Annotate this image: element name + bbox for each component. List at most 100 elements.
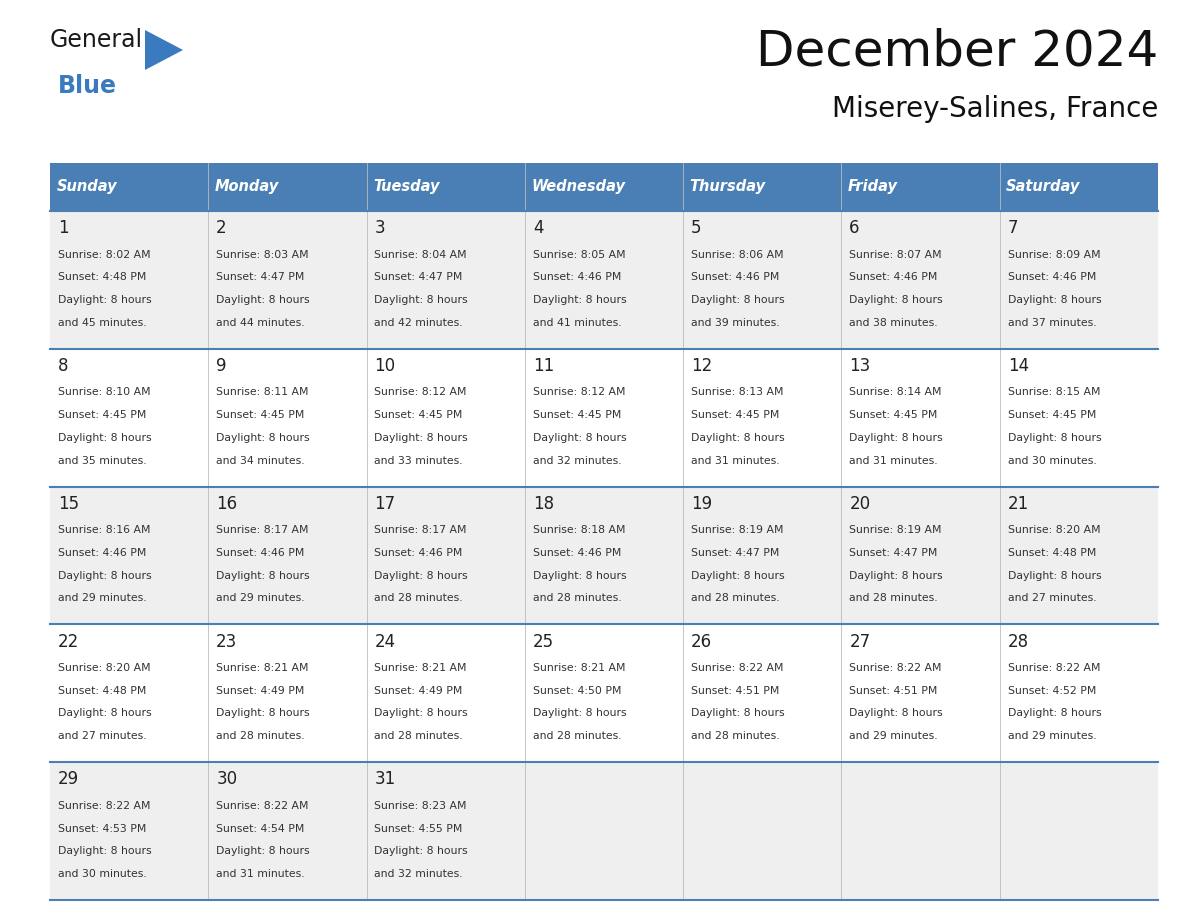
Text: Sunset: 4:45 PM: Sunset: 4:45 PM [1007, 410, 1097, 420]
Text: Daylight: 8 hours: Daylight: 8 hours [691, 433, 785, 442]
Text: Sunrise: 8:22 AM: Sunrise: 8:22 AM [691, 663, 784, 673]
Text: 12: 12 [691, 357, 713, 375]
Text: and 28 minutes.: and 28 minutes. [691, 593, 779, 603]
Text: Sunrise: 8:10 AM: Sunrise: 8:10 AM [58, 387, 151, 397]
Bar [50, 487, 1158, 624]
Text: Sunrise: 8:02 AM: Sunrise: 8:02 AM [58, 250, 151, 260]
Text: Sunset: 4:45 PM: Sunset: 4:45 PM [374, 410, 463, 420]
Bar [50, 349, 1158, 487]
Text: Sunset: 4:45 PM: Sunset: 4:45 PM [58, 410, 146, 420]
Text: 22: 22 [58, 633, 80, 651]
Text: 27: 27 [849, 633, 871, 651]
Text: and 28 minutes.: and 28 minutes. [374, 732, 463, 741]
Text: and 29 minutes.: and 29 minutes. [1007, 732, 1097, 741]
Text: Sunrise: 8:21 AM: Sunrise: 8:21 AM [216, 663, 309, 673]
Text: 19: 19 [691, 495, 712, 513]
Text: Daylight: 8 hours: Daylight: 8 hours [374, 571, 468, 581]
Text: Sunset: 4:49 PM: Sunset: 4:49 PM [374, 686, 463, 696]
Text: Monday: Monday [215, 180, 279, 195]
Text: Sunrise: 8:22 AM: Sunrise: 8:22 AM [216, 800, 309, 811]
Text: 20: 20 [849, 495, 871, 513]
Text: Friday: Friday [848, 180, 898, 195]
Text: Saturday: Saturday [1006, 180, 1080, 195]
Text: Daylight: 8 hours: Daylight: 8 hours [532, 295, 626, 305]
Text: Daylight: 8 hours: Daylight: 8 hours [216, 571, 310, 581]
Text: and 29 minutes.: and 29 minutes. [849, 732, 939, 741]
Bar [50, 163, 208, 211]
Bar [208, 163, 367, 211]
Text: and 28 minutes.: and 28 minutes. [374, 593, 463, 603]
Text: Daylight: 8 hours: Daylight: 8 hours [374, 433, 468, 442]
Text: 6: 6 [849, 219, 860, 237]
Text: Daylight: 8 hours: Daylight: 8 hours [1007, 571, 1101, 581]
Polygon shape [145, 30, 183, 70]
Text: 29: 29 [58, 770, 80, 789]
Text: and 31 minutes.: and 31 minutes. [849, 455, 939, 465]
Text: and 29 minutes.: and 29 minutes. [216, 593, 305, 603]
Text: Sunset: 4:47 PM: Sunset: 4:47 PM [374, 273, 463, 283]
Text: Daylight: 8 hours: Daylight: 8 hours [58, 433, 152, 442]
Text: Sunday: Sunday [56, 180, 116, 195]
Text: Sunset: 4:55 PM: Sunset: 4:55 PM [374, 823, 463, 834]
Text: Daylight: 8 hours: Daylight: 8 hours [849, 571, 943, 581]
Text: and 37 minutes.: and 37 minutes. [1007, 318, 1097, 328]
Text: Wednesday: Wednesday [531, 180, 625, 195]
Text: Sunset: 4:51 PM: Sunset: 4:51 PM [691, 686, 779, 696]
Text: Sunrise: 8:20 AM: Sunrise: 8:20 AM [58, 663, 151, 673]
Text: and 39 minutes.: and 39 minutes. [691, 318, 779, 328]
Text: and 35 minutes.: and 35 minutes. [58, 455, 146, 465]
Text: General: General [50, 28, 143, 52]
Text: Sunset: 4:45 PM: Sunset: 4:45 PM [691, 410, 779, 420]
Text: and 44 minutes.: and 44 minutes. [216, 318, 305, 328]
Text: Sunrise: 8:17 AM: Sunrise: 8:17 AM [216, 525, 309, 535]
Text: 14: 14 [1007, 357, 1029, 375]
Text: and 29 minutes.: and 29 minutes. [58, 593, 146, 603]
Text: Sunset: 4:47 PM: Sunset: 4:47 PM [691, 548, 779, 558]
Text: Sunrise: 8:15 AM: Sunrise: 8:15 AM [1007, 387, 1100, 397]
Text: Sunset: 4:47 PM: Sunset: 4:47 PM [216, 273, 304, 283]
Bar [1000, 163, 1158, 211]
Text: and 41 minutes.: and 41 minutes. [532, 318, 621, 328]
Text: Sunset: 4:46 PM: Sunset: 4:46 PM [216, 548, 304, 558]
Text: and 28 minutes.: and 28 minutes. [216, 732, 305, 741]
Text: Daylight: 8 hours: Daylight: 8 hours [374, 295, 468, 305]
Text: Sunset: 4:46 PM: Sunset: 4:46 PM [1007, 273, 1097, 283]
Text: and 45 minutes.: and 45 minutes. [58, 318, 146, 328]
Text: and 42 minutes.: and 42 minutes. [374, 318, 463, 328]
Text: and 33 minutes.: and 33 minutes. [374, 455, 463, 465]
Text: Daylight: 8 hours: Daylight: 8 hours [374, 709, 468, 719]
Text: Sunset: 4:46 PM: Sunset: 4:46 PM [532, 548, 621, 558]
Text: and 31 minutes.: and 31 minutes. [691, 455, 779, 465]
Text: Sunrise: 8:04 AM: Sunrise: 8:04 AM [374, 250, 467, 260]
Text: 15: 15 [58, 495, 80, 513]
Text: Sunset: 4:50 PM: Sunset: 4:50 PM [532, 686, 621, 696]
Bar [841, 163, 1000, 211]
Text: Miserey-Salines, France: Miserey-Salines, France [832, 95, 1158, 123]
Text: Daylight: 8 hours: Daylight: 8 hours [216, 709, 310, 719]
Text: Daylight: 8 hours: Daylight: 8 hours [849, 709, 943, 719]
Text: Sunset: 4:45 PM: Sunset: 4:45 PM [216, 410, 304, 420]
Text: and 31 minutes.: and 31 minutes. [216, 869, 305, 879]
Text: Sunrise: 8:14 AM: Sunrise: 8:14 AM [849, 387, 942, 397]
Text: 10: 10 [374, 357, 396, 375]
Text: Blue: Blue [58, 74, 116, 98]
Text: Sunrise: 8:21 AM: Sunrise: 8:21 AM [532, 663, 625, 673]
Text: Sunrise: 8:18 AM: Sunrise: 8:18 AM [532, 525, 625, 535]
Text: Daylight: 8 hours: Daylight: 8 hours [691, 709, 785, 719]
Text: Sunrise: 8:22 AM: Sunrise: 8:22 AM [1007, 663, 1100, 673]
Text: Sunset: 4:52 PM: Sunset: 4:52 PM [1007, 686, 1097, 696]
Text: and 28 minutes.: and 28 minutes. [691, 732, 779, 741]
Text: Daylight: 8 hours: Daylight: 8 hours [1007, 295, 1101, 305]
Text: Daylight: 8 hours: Daylight: 8 hours [216, 846, 310, 856]
Text: 31: 31 [374, 770, 396, 789]
Text: and 27 minutes.: and 27 minutes. [58, 732, 146, 741]
Text: 26: 26 [691, 633, 712, 651]
Text: Sunrise: 8:07 AM: Sunrise: 8:07 AM [849, 250, 942, 260]
Text: Thursday: Thursday [689, 180, 765, 195]
Text: Sunset: 4:46 PM: Sunset: 4:46 PM [849, 273, 937, 283]
Text: 28: 28 [1007, 633, 1029, 651]
Text: and 30 minutes.: and 30 minutes. [1007, 455, 1097, 465]
Bar [367, 163, 525, 211]
Text: Sunrise: 8:09 AM: Sunrise: 8:09 AM [1007, 250, 1100, 260]
Text: Sunrise: 8:11 AM: Sunrise: 8:11 AM [216, 387, 309, 397]
